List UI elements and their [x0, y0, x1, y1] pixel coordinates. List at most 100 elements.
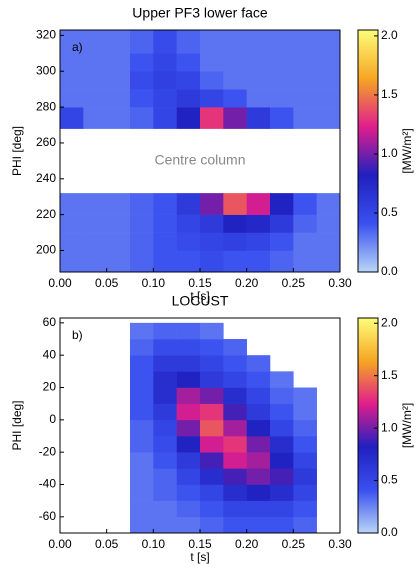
heat-cell	[200, 452, 224, 469]
colorbar-tick-label: 0.0	[381, 525, 398, 539]
panel-label: b)	[72, 328, 83, 342]
heat-cell	[200, 355, 224, 372]
heat-cell	[176, 232, 201, 251]
colorbar-label: [MW/m²]	[400, 403, 414, 448]
heat-cell	[130, 89, 154, 108]
heat-cell	[223, 339, 247, 356]
heat-cell	[200, 193, 224, 215]
heat-cell	[246, 250, 271, 273]
heat-cell	[130, 107, 154, 129]
heat-cell	[176, 452, 201, 469]
heat-cell	[200, 214, 224, 233]
heat-cell	[130, 419, 154, 437]
heat-cell	[153, 30, 177, 54]
heat-cell	[223, 107, 247, 129]
heat-cell	[246, 71, 271, 90]
heat-cell	[293, 452, 317, 469]
heat-cell	[60, 71, 84, 90]
heat-cell	[130, 214, 154, 233]
heat-cell	[153, 71, 177, 90]
heat-cell	[130, 30, 154, 54]
heat-cell	[130, 371, 154, 388]
heat-cell	[200, 371, 224, 388]
heat-cell	[246, 452, 271, 469]
heat-cell	[106, 107, 131, 129]
heat-cell	[223, 371, 247, 388]
y-tick-label: 60	[43, 315, 57, 329]
heat-cell	[246, 371, 271, 388]
heat-cell	[316, 53, 341, 72]
heat-cell	[246, 214, 271, 233]
heat-cell	[130, 468, 154, 485]
heat-cell	[153, 403, 177, 421]
heat-cell	[246, 232, 271, 251]
heat-cell	[200, 468, 224, 485]
heat-cell	[223, 468, 247, 485]
heat-cell	[200, 89, 224, 108]
heat-cell	[246, 355, 271, 372]
heat-cell	[130, 403, 154, 421]
heat-cell	[60, 107, 84, 129]
heat-cell	[200, 30, 224, 54]
heat-cell	[270, 232, 294, 251]
heat-cell	[293, 516, 317, 534]
heat-cell	[200, 53, 224, 72]
heat-cell	[176, 214, 201, 233]
heat-cell	[316, 193, 341, 215]
colorbar	[357, 29, 379, 273]
heat-cell	[223, 403, 247, 421]
colorbar-tick-label: 1.0	[381, 420, 398, 434]
heat-cell	[223, 387, 247, 404]
heat-cell	[223, 355, 247, 372]
heat-cell	[83, 89, 107, 108]
heat-cell	[106, 250, 131, 273]
heat-cell	[270, 468, 294, 485]
heat-cell	[223, 71, 247, 90]
heat-cell	[246, 484, 271, 501]
heat-cell	[270, 193, 294, 215]
y-tick-label: 0	[49, 412, 56, 426]
heat-cell	[153, 516, 177, 534]
heat-cell	[176, 371, 201, 388]
x-tick-label: 0.15	[188, 537, 212, 551]
heat-cell	[83, 193, 107, 215]
heat-cell	[246, 403, 271, 421]
y-tick-label: -40	[39, 477, 57, 491]
heat-cell	[153, 322, 177, 340]
heat-cell	[83, 232, 107, 251]
colorbar-tick-label: 0.0	[381, 264, 398, 278]
heat-cell	[153, 232, 177, 251]
heat-cell	[200, 107, 224, 129]
heat-cell	[176, 71, 201, 90]
colorbar-label: [MW/m²]	[400, 128, 414, 173]
heat-cell	[223, 419, 247, 437]
x-tick-label: 0.25	[282, 537, 306, 551]
heat-cell	[200, 250, 224, 273]
panel-label: a)	[72, 40, 83, 54]
heat-cell	[223, 193, 247, 215]
heat-cell	[83, 214, 107, 233]
heat-cell	[176, 107, 201, 129]
y-axis-label: PHI [deg]	[10, 126, 24, 176]
heat-cell	[176, 516, 201, 534]
heat-cell	[153, 500, 177, 518]
heat-cell	[293, 30, 317, 54]
heat-cell	[223, 500, 247, 518]
heat-cell	[106, 71, 131, 90]
colorbar-tick-label: 2.0	[381, 315, 398, 329]
heat-cell	[293, 193, 317, 215]
heat-cell	[153, 107, 177, 129]
y-tick-label: 320	[36, 28, 56, 42]
heat-cell	[270, 30, 294, 54]
heat-cell	[83, 107, 107, 129]
heat-cell	[246, 419, 271, 437]
heat-cell	[293, 232, 317, 251]
heat-cell	[270, 387, 294, 404]
heat-cell	[130, 339, 154, 356]
heat-cell	[270, 436, 294, 453]
chart-title: Upper PF3 lower face	[132, 5, 268, 21]
heat-cell	[200, 322, 224, 340]
heat-cell	[176, 193, 201, 215]
colorbar-tick-label: 0.5	[381, 473, 398, 487]
heat-cell	[153, 484, 177, 501]
